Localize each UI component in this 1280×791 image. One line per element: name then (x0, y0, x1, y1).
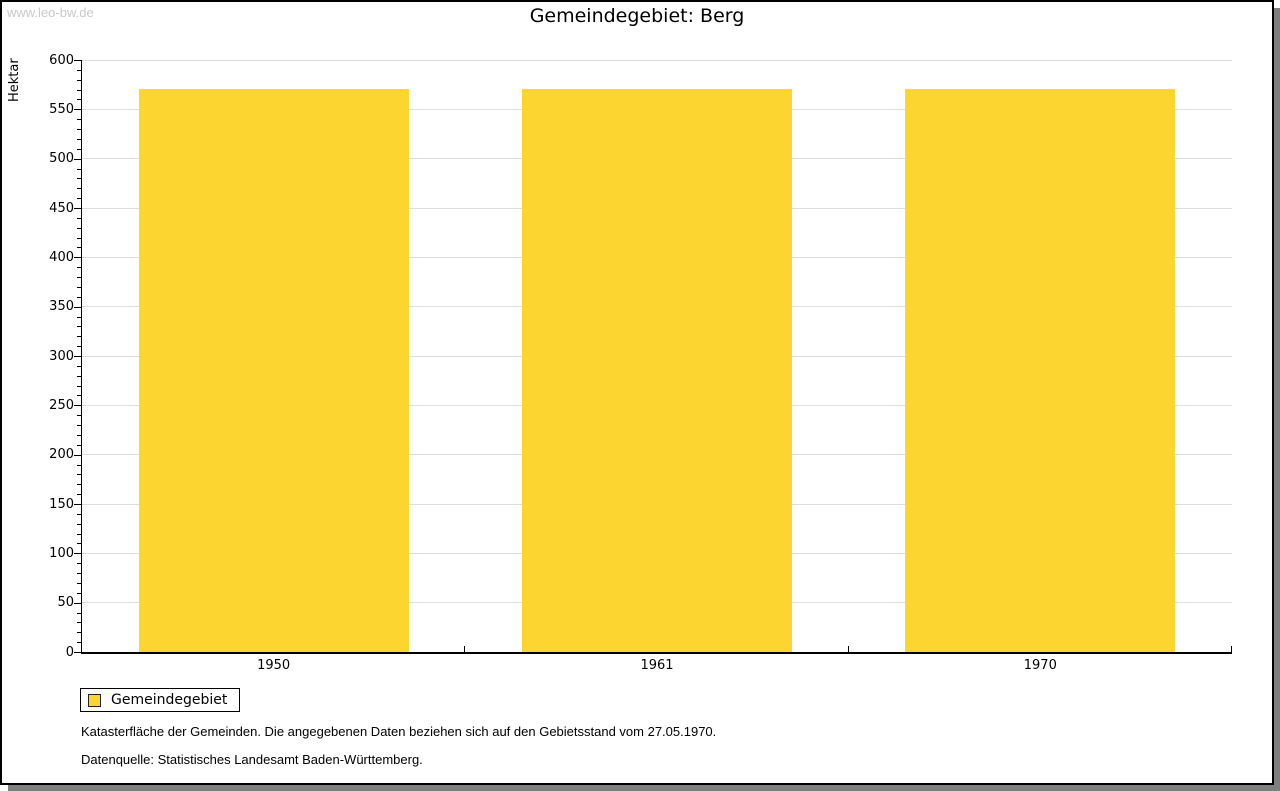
y-minor-tick-mark (77, 365, 82, 367)
bar (522, 88, 792, 652)
y-minor-tick-mark (77, 632, 82, 634)
y-tick-label: 100 (49, 545, 74, 561)
y-tick-mark (74, 257, 82, 259)
y-tick-mark (74, 652, 82, 653)
y-minor-tick-mark (77, 99, 82, 101)
y-minor-tick-mark (77, 573, 82, 575)
footnote-source-note: Katasterfläche der Gemeinden. Die angege… (81, 724, 717, 739)
y-tick-label: 200 (49, 447, 74, 463)
y-minor-tick-mark (77, 89, 82, 91)
y-tick-label: 50 (57, 595, 74, 611)
gridline (82, 59, 1232, 61)
y-minor-tick-mark (77, 129, 82, 131)
y-tick-label: 550 (49, 101, 74, 117)
y-minor-tick-mark (77, 612, 82, 614)
legend-swatch (88, 693, 101, 707)
y-tick-mark (74, 158, 82, 160)
y-minor-tick-mark (77, 484, 82, 486)
y-minor-tick-mark (77, 227, 82, 229)
y-minor-tick-mark (77, 198, 82, 200)
y-minor-tick-mark (77, 326, 82, 328)
x-tick-mark (847, 646, 849, 652)
y-minor-tick-mark (77, 286, 82, 288)
y-tick-label: 250 (49, 397, 74, 413)
y-minor-tick-mark (77, 582, 82, 584)
x-tick-mark (464, 646, 466, 652)
y-minor-tick-mark (77, 375, 82, 377)
y-minor-tick-mark (77, 178, 82, 180)
y-minor-tick-mark (77, 434, 82, 436)
y-minor-tick-mark (77, 316, 82, 318)
y-tick-mark (74, 504, 82, 505)
y-tick-mark (74, 553, 82, 555)
y-minor-tick-mark (77, 385, 82, 387)
bar (138, 88, 409, 652)
y-minor-tick-mark (77, 336, 82, 338)
y-minor-tick-mark (77, 69, 82, 71)
y-tick-mark (74, 356, 82, 357)
y-minor-tick-mark (77, 543, 82, 545)
x-tick-label: 1961 (640, 658, 674, 673)
legend-label: Gemeindegebiet (111, 692, 228, 708)
y-tick-label: 350 (49, 299, 74, 315)
y-minor-tick-mark (77, 296, 82, 298)
y-minor-tick-mark (77, 444, 82, 446)
y-minor-tick-mark (77, 79, 82, 81)
y-minor-tick-mark (77, 395, 82, 397)
y-minor-tick-mark (77, 267, 82, 269)
y-tick-label: 450 (49, 200, 74, 216)
y-minor-tick-mark (77, 523, 82, 525)
y-tick-mark (74, 208, 82, 209)
y-minor-tick-mark (77, 464, 82, 466)
y-tick-mark (74, 109, 82, 111)
y-minor-tick-mark (77, 622, 82, 624)
y-minor-tick-mark (77, 494, 82, 496)
y-axis-label: Hektar (7, 58, 22, 102)
y-tick-mark (74, 602, 82, 604)
x-tick-mark (1231, 646, 1232, 652)
y-minor-tick-mark (77, 138, 82, 140)
drop-shadow-right (1274, 8, 1280, 791)
y-minor-tick-mark (77, 119, 82, 121)
y-tick-label: 400 (49, 249, 74, 265)
legend: Gemeindegebiet (80, 688, 241, 712)
y-tick-label: 500 (49, 151, 74, 167)
y-minor-tick-mark (77, 592, 82, 594)
y-minor-tick-mark (77, 513, 82, 515)
y-minor-tick-mark (77, 237, 82, 239)
y-minor-tick-mark (77, 425, 82, 427)
drop-shadow-bottom (8, 785, 1280, 791)
y-tick-label: 300 (49, 348, 74, 364)
y-tick-mark (74, 405, 82, 407)
y-tick-mark (74, 306, 82, 308)
y-minor-tick-mark (77, 563, 82, 565)
y-tick-label: 600 (49, 52, 74, 68)
y-tick-mark (74, 60, 82, 61)
chart-title: Gemeindegebiet: Berg (529, 5, 745, 27)
y-minor-tick-mark (77, 188, 82, 190)
footnote-data-source: Datenquelle: Statistisches Landesamt Bad… (81, 752, 423, 767)
x-tick-label: 1970 (1023, 658, 1057, 673)
y-tick-mark (74, 454, 82, 456)
y-minor-tick-mark (77, 247, 82, 249)
y-minor-tick-mark (77, 533, 82, 535)
y-minor-tick-mark (77, 277, 82, 279)
y-minor-tick-mark (77, 217, 82, 219)
watermark: www.leo-bw.de (7, 5, 94, 20)
y-minor-tick-mark (77, 148, 82, 150)
y-minor-tick-mark (77, 346, 82, 348)
bar (905, 88, 1176, 652)
y-tick-label: 0 (65, 644, 74, 660)
y-minor-tick-mark (77, 474, 82, 476)
y-tick-label: 150 (49, 496, 74, 512)
x-tick-label: 1950 (257, 658, 291, 673)
y-minor-tick-mark (77, 168, 82, 170)
y-minor-tick-mark (77, 642, 82, 644)
y-minor-tick-mark (77, 415, 82, 417)
plot-area: 0 50 100 150 200 250 300 350 400 450 500 550 600 1950… (49, 53, 1232, 673)
